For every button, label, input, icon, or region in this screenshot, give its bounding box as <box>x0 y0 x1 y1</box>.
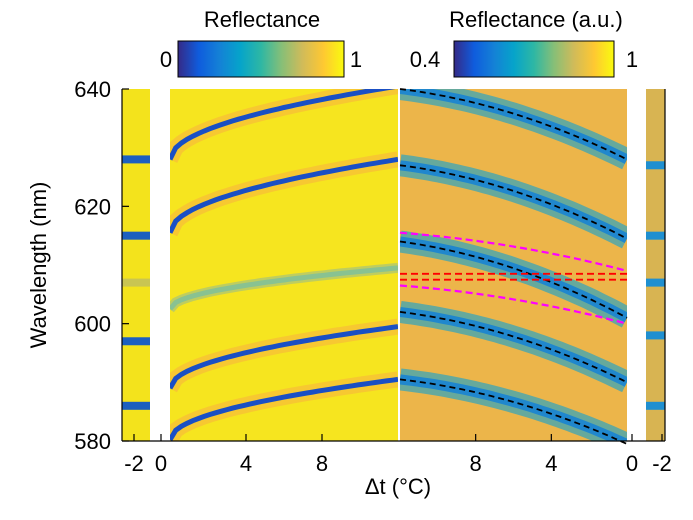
right-reference-strip <box>646 89 665 441</box>
x-tick-label: 8 <box>316 451 328 476</box>
right-dip-core <box>400 306 627 387</box>
left-dip-curve <box>170 89 396 161</box>
left-reference-strip <box>122 89 150 441</box>
colorbar-right: Reflectance (a.u.) 0.4 1 <box>410 7 638 78</box>
x-tick-label: 4 <box>240 451 252 476</box>
magenta-dashed-fit <box>399 231 628 272</box>
y-tick-label: 580 <box>74 429 111 454</box>
left-dip-curve <box>170 324 398 390</box>
left-strip-dip <box>122 401 150 410</box>
y-tick-label: 640 <box>74 77 111 102</box>
right-dip-core <box>400 236 627 323</box>
x-tick-label: -2 <box>124 451 144 476</box>
x-tick-label: -2 <box>652 451 672 476</box>
x-tick-label: 4 <box>545 451 557 476</box>
right-strip-dip <box>646 161 665 170</box>
colorbar-left-max: 1 <box>350 47 362 72</box>
right-strip-dip <box>646 401 665 410</box>
x-axis-label: Δt (°C) <box>365 474 431 499</box>
colorbar-right-min: 0.4 <box>410 47 441 72</box>
left-dip-curve <box>170 376 398 441</box>
colorbar-left-min: 0 <box>160 47 172 72</box>
right-strip-dip <box>646 231 665 240</box>
magenta-dashed-fit <box>399 284 628 325</box>
left-strip-dip <box>122 231 150 240</box>
colorbar-left-title: Reflectance <box>204 7 320 32</box>
y-tick-label: 600 <box>74 312 111 337</box>
x-axis-ticks: -2 0 4 8 8 4 0 -2 <box>124 434 672 476</box>
colorbar-left-gradient <box>177 40 345 78</box>
x-tick-label: 8 <box>470 451 482 476</box>
right-dip-core <box>400 89 627 164</box>
left-dip-curve <box>170 156 398 234</box>
y-axis-ticks: 580 600 620 640 <box>74 77 129 454</box>
y-axis-label: Wavelength (nm) <box>26 182 51 349</box>
x-tick-label: 0 <box>626 451 638 476</box>
colorbar-right-title: Reflectance (a.u.) <box>449 7 623 32</box>
colorbar-left: Reflectance 0 1 <box>160 7 362 78</box>
right-strip-dip <box>646 331 665 340</box>
colorbar-right-max: 1 <box>626 47 638 72</box>
plot-frame <box>121 89 666 442</box>
y-tick-label: 620 <box>74 194 111 219</box>
right-dip-core <box>400 160 627 244</box>
black-dashed-fit <box>399 378 628 445</box>
left-strip-dip <box>122 278 150 287</box>
right-panel-heatmap <box>400 89 665 441</box>
colorbar-right-gradient <box>453 40 615 78</box>
right-strip-dip <box>646 278 665 287</box>
left-strip-dip <box>122 155 150 164</box>
left-panel-heatmap <box>122 89 398 441</box>
left-dip-curve <box>170 265 398 311</box>
fit-guide-lines <box>399 88 628 445</box>
x-tick-label: 0 <box>155 451 167 476</box>
left-dip-curves <box>170 89 398 441</box>
left-strip-dip <box>122 337 150 346</box>
